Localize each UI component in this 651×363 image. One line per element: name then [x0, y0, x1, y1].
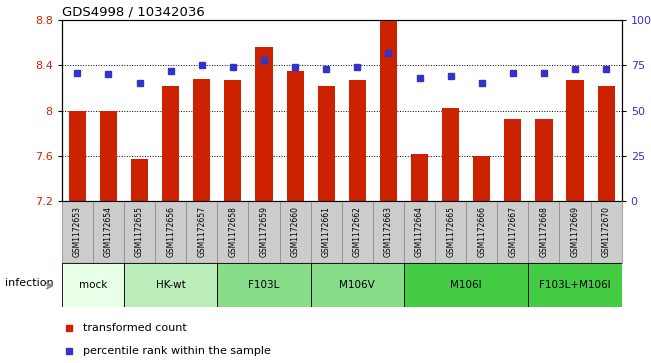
Bar	[442, 109, 459, 201]
Text: GDS4998 / 10342036: GDS4998 / 10342036	[62, 5, 204, 19]
Bar	[590, 201, 622, 263]
Bar	[162, 86, 179, 201]
Bar	[466, 201, 497, 263]
Text: GSM1172661: GSM1172661	[322, 206, 331, 257]
Text: GSM1172665: GSM1172665	[446, 205, 455, 257]
Bar	[411, 154, 428, 201]
Bar	[435, 201, 466, 263]
Text: infection: infection	[5, 278, 53, 288]
Text: mock: mock	[79, 280, 107, 290]
Text: GSM1172660: GSM1172660	[290, 205, 299, 257]
Bar	[380, 20, 397, 201]
Bar	[529, 201, 559, 263]
Bar	[404, 201, 435, 263]
Text: GSM1172656: GSM1172656	[166, 205, 175, 257]
Text: F103L: F103L	[248, 280, 280, 290]
Bar	[217, 201, 249, 263]
Bar	[404, 263, 529, 307]
Bar	[131, 159, 148, 201]
Text: GSM1172664: GSM1172664	[415, 205, 424, 257]
Text: GSM1172669: GSM1172669	[570, 205, 579, 257]
Text: GSM1172662: GSM1172662	[353, 206, 362, 257]
Text: GSM1172658: GSM1172658	[229, 206, 238, 257]
Bar	[286, 71, 303, 201]
Bar	[69, 111, 86, 201]
Bar	[255, 47, 273, 201]
Text: GSM1172659: GSM1172659	[260, 205, 268, 257]
Text: HK-wt: HK-wt	[156, 280, 186, 290]
Bar	[186, 201, 217, 263]
Text: transformed count: transformed count	[83, 323, 187, 333]
Text: M106V: M106V	[339, 280, 375, 290]
Bar	[505, 119, 521, 201]
Text: M106I: M106I	[450, 280, 482, 290]
Text: GSM1172654: GSM1172654	[104, 205, 113, 257]
Bar	[100, 111, 117, 201]
Bar	[559, 201, 590, 263]
Bar	[373, 201, 404, 263]
Text: GSM1172668: GSM1172668	[540, 206, 548, 257]
Bar	[473, 156, 490, 201]
Text: GSM1172670: GSM1172670	[602, 205, 611, 257]
Text: GSM1172657: GSM1172657	[197, 205, 206, 257]
Bar	[349, 80, 366, 201]
Bar	[62, 201, 93, 263]
Bar	[529, 263, 622, 307]
Bar	[566, 80, 583, 201]
Bar	[535, 119, 553, 201]
Bar	[311, 263, 404, 307]
Text: GSM1172653: GSM1172653	[73, 205, 82, 257]
Bar	[217, 263, 311, 307]
Bar	[249, 201, 279, 263]
Bar	[598, 86, 615, 201]
Text: GSM1172663: GSM1172663	[384, 205, 393, 257]
Bar	[155, 201, 186, 263]
Bar	[279, 201, 311, 263]
Bar	[318, 86, 335, 201]
Text: GSM1172666: GSM1172666	[477, 205, 486, 257]
Text: GSM1172655: GSM1172655	[135, 205, 144, 257]
Bar	[124, 201, 155, 263]
Text: GSM1172667: GSM1172667	[508, 205, 518, 257]
Bar	[342, 201, 373, 263]
Bar	[497, 201, 529, 263]
Bar	[311, 201, 342, 263]
Text: F103L+M106I: F103L+M106I	[539, 280, 611, 290]
Bar	[225, 80, 242, 201]
Bar	[124, 263, 217, 307]
Text: percentile rank within the sample: percentile rank within the sample	[83, 346, 271, 356]
Bar	[193, 79, 210, 201]
Bar	[62, 263, 124, 307]
Bar	[93, 201, 124, 263]
